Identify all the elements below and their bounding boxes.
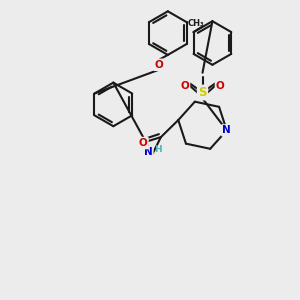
Text: O: O [154, 60, 163, 70]
Text: H: H [154, 145, 162, 154]
Text: O: O [180, 81, 189, 91]
Text: N: N [144, 147, 152, 157]
Text: O: O [139, 138, 147, 148]
Text: S: S [198, 86, 207, 99]
Text: N: N [222, 125, 231, 135]
Text: O: O [216, 81, 225, 91]
Text: CH₃: CH₃ [187, 19, 204, 28]
